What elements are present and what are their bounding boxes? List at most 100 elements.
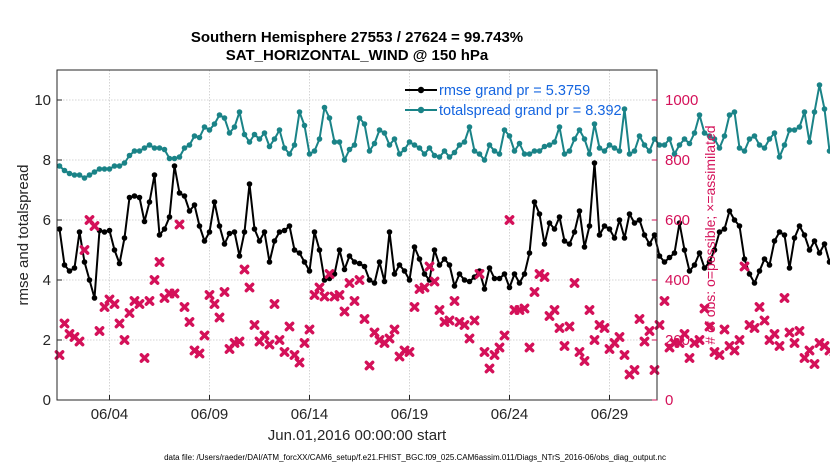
obs-assimilated-marker (579, 356, 590, 366)
totalspread-point (526, 151, 533, 157)
rmse-point (396, 262, 403, 268)
rmse-point (546, 220, 553, 226)
totalspread-point (621, 106, 628, 112)
obs-assimilated-marker (619, 350, 630, 360)
rmse-point (746, 271, 753, 277)
rmse-point (56, 226, 63, 232)
totalspread-point (296, 109, 303, 115)
obs-assimilated-marker (634, 314, 645, 324)
rmse-point (126, 194, 133, 201)
rmse-point (61, 262, 68, 268)
obs-assimilated-marker (704, 321, 715, 332)
rmse-point (681, 247, 688, 253)
legend-spread-label: totalspread grand pr = 8.392 (439, 103, 622, 119)
rmse-point (136, 194, 143, 201)
totalspread-point (676, 142, 683, 148)
rmse-point (431, 247, 438, 253)
obs-assimilated-marker (484, 363, 495, 374)
totalspread-point (421, 151, 428, 157)
rmse-point (451, 283, 458, 289)
obs-assimilated-marker (139, 353, 150, 363)
obs-assimilated-marker (769, 329, 780, 339)
rmse-point (481, 286, 488, 292)
rmse-point (551, 226, 558, 232)
totalspread-point (186, 142, 193, 148)
right-axis: 0 200 400 600 800 1000 (652, 92, 698, 409)
rmse-point (231, 229, 238, 235)
rmse-point (151, 172, 158, 178)
obs-assimilated-marker (124, 308, 135, 318)
totalspread-point (711, 136, 718, 142)
obs-assimilated-marker (694, 335, 705, 345)
rmse-point (811, 238, 818, 244)
totalspread-point (331, 139, 338, 145)
x-tick-label: 06/09 (191, 406, 229, 423)
y2-tick-label: 600 (665, 212, 690, 229)
obs-assimilated-marker (459, 320, 470, 330)
totalspread-point (101, 166, 108, 172)
rmse-point (531, 199, 538, 205)
totalspread-point (646, 148, 653, 154)
totalspread-point (111, 163, 118, 169)
totalspread-point (516, 140, 523, 147)
totalspread-point (626, 151, 633, 157)
rmse-point (391, 271, 398, 277)
obs-assimilated-marker (464, 333, 475, 344)
rmse-point (511, 271, 518, 277)
totalspread-point (821, 106, 828, 112)
totalspread-point (351, 142, 358, 148)
obs-assimilated-marker (774, 341, 785, 351)
totalspread-point (566, 148, 573, 154)
totalspread-point (311, 148, 318, 154)
rmse-point (141, 218, 148, 225)
totalspread-point (71, 172, 78, 178)
rmse-point (666, 254, 673, 261)
rmse-point (441, 256, 448, 262)
obs-assimilated-marker (344, 278, 355, 288)
rmse-point (371, 280, 378, 286)
rmse-point (311, 229, 318, 235)
obs-assimilated-marker (244, 282, 255, 293)
totalspread-point (431, 152, 438, 159)
totalspread-point (756, 142, 763, 148)
chart-title: Southern Hemisphere 27553 / 27624 = 99.7… (191, 29, 523, 46)
rmse-point (186, 208, 193, 214)
obs-assimilated-marker (599, 323, 610, 333)
rmse-point (271, 238, 278, 244)
rmse-point (571, 229, 578, 235)
totalspread-point (791, 127, 798, 133)
rmse-point (801, 232, 808, 238)
obs-assimilated-marker (794, 326, 805, 336)
y2-tick-label: 400 (665, 272, 690, 289)
rmse-point (506, 284, 513, 291)
x-tick-label: 06/29 (591, 406, 629, 423)
rmse-point (131, 193, 138, 199)
chart-subtitle: SAT_HORIZONTAL_WIND @ 150 hPa (226, 47, 489, 64)
obs-assimilated-marker (334, 290, 345, 300)
rmse-point (401, 268, 408, 274)
y-tick-label: 8 (43, 152, 51, 169)
legend: rmse grand pr = 5.3759 totalspread grand… (405, 83, 622, 119)
obs-assimilated-marker (219, 287, 230, 297)
totalspread-point (471, 148, 478, 154)
rmse-point (661, 259, 668, 265)
totalspread-point (406, 139, 413, 145)
totalspread-point (501, 127, 508, 133)
obs-assimilated-marker (779, 293, 790, 303)
totalspread-point (586, 151, 593, 157)
rmse-point (171, 163, 178, 169)
obs-assimilated-marker (674, 338, 685, 348)
rmse-point (86, 277, 93, 283)
totalspread-point (636, 133, 643, 139)
totalspread-point (666, 136, 673, 142)
obs-assimilated-marker (349, 296, 360, 306)
rmse-point (266, 259, 273, 265)
obs-assimilated-marker (809, 359, 820, 369)
rmse-point (751, 280, 758, 286)
totalspread-point (686, 140, 693, 147)
rmse-point (316, 247, 323, 253)
y2-tick-label: 0 (665, 392, 673, 409)
rmse-point (306, 268, 313, 274)
obs-assimilated-marker (429, 276, 440, 287)
obs-assimilated-marker (559, 341, 570, 351)
